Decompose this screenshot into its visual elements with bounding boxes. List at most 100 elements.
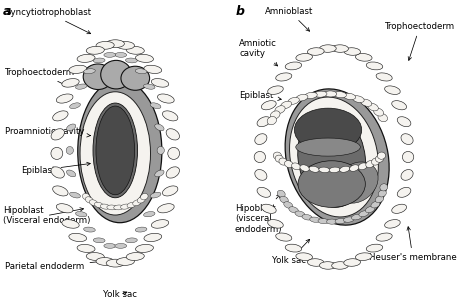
Ellipse shape — [300, 165, 310, 171]
Ellipse shape — [280, 196, 288, 203]
Ellipse shape — [310, 217, 320, 222]
Ellipse shape — [96, 41, 114, 49]
Text: Yolk sac: Yolk sac — [103, 290, 137, 299]
Ellipse shape — [349, 165, 359, 171]
Ellipse shape — [378, 114, 388, 122]
Ellipse shape — [285, 244, 301, 252]
Ellipse shape — [155, 124, 164, 131]
Ellipse shape — [318, 219, 329, 224]
Ellipse shape — [257, 187, 271, 197]
Ellipse shape — [352, 214, 362, 220]
Ellipse shape — [126, 252, 144, 260]
Text: Yolk sac: Yolk sac — [273, 239, 310, 265]
Ellipse shape — [100, 204, 110, 209]
Ellipse shape — [96, 106, 135, 195]
Ellipse shape — [120, 204, 130, 209]
Ellipse shape — [275, 155, 283, 162]
Ellipse shape — [121, 66, 150, 90]
Ellipse shape — [340, 166, 350, 172]
Ellipse shape — [114, 205, 124, 210]
Ellipse shape — [255, 134, 267, 144]
Ellipse shape — [66, 124, 76, 131]
Ellipse shape — [332, 45, 348, 52]
Ellipse shape — [344, 48, 361, 55]
Ellipse shape — [157, 204, 174, 213]
Ellipse shape — [116, 41, 135, 49]
Ellipse shape — [150, 192, 161, 198]
Text: a: a — [3, 5, 11, 18]
Ellipse shape — [150, 103, 161, 109]
Ellipse shape — [144, 84, 155, 89]
Ellipse shape — [384, 86, 400, 95]
Ellipse shape — [289, 207, 298, 213]
Ellipse shape — [166, 129, 180, 140]
Ellipse shape — [100, 60, 132, 89]
Ellipse shape — [329, 167, 340, 173]
Ellipse shape — [366, 161, 374, 168]
Ellipse shape — [344, 259, 361, 266]
Text: Syncytiotrophoblast: Syncytiotrophoblast — [5, 8, 91, 34]
Ellipse shape — [302, 214, 312, 220]
Ellipse shape — [356, 253, 372, 261]
Ellipse shape — [334, 92, 346, 98]
Ellipse shape — [77, 244, 95, 252]
Ellipse shape — [163, 186, 178, 196]
Ellipse shape — [296, 95, 308, 101]
Ellipse shape — [255, 169, 267, 180]
Ellipse shape — [305, 92, 317, 98]
Ellipse shape — [106, 40, 124, 48]
Text: Heuser's membrane: Heuser's membrane — [369, 227, 457, 262]
Ellipse shape — [261, 204, 276, 214]
Ellipse shape — [285, 62, 301, 70]
Ellipse shape — [273, 152, 282, 159]
Ellipse shape — [290, 97, 378, 217]
Ellipse shape — [51, 167, 64, 178]
Ellipse shape — [257, 117, 271, 127]
Ellipse shape — [75, 212, 87, 217]
Ellipse shape — [268, 220, 283, 228]
Ellipse shape — [284, 161, 293, 168]
Ellipse shape — [284, 202, 293, 208]
Ellipse shape — [115, 243, 127, 248]
Text: Trophoectoderm: Trophoectoderm — [5, 68, 75, 86]
Ellipse shape — [83, 227, 95, 232]
Ellipse shape — [80, 92, 151, 215]
Ellipse shape — [276, 73, 292, 81]
Ellipse shape — [288, 97, 299, 104]
Ellipse shape — [267, 117, 276, 125]
Ellipse shape — [62, 220, 79, 228]
Text: b: b — [236, 5, 245, 18]
Ellipse shape — [397, 117, 411, 127]
Ellipse shape — [70, 192, 81, 198]
Ellipse shape — [155, 170, 164, 177]
Ellipse shape — [86, 46, 104, 54]
Ellipse shape — [56, 94, 73, 103]
Ellipse shape — [359, 211, 369, 217]
Ellipse shape — [56, 204, 73, 213]
Ellipse shape — [281, 101, 292, 109]
Ellipse shape — [324, 91, 337, 97]
Ellipse shape — [82, 193, 90, 200]
Ellipse shape — [294, 108, 362, 152]
Ellipse shape — [343, 93, 356, 100]
Ellipse shape — [163, 111, 178, 121]
Ellipse shape — [298, 161, 365, 207]
Ellipse shape — [115, 53, 127, 57]
Ellipse shape — [372, 158, 380, 165]
Ellipse shape — [78, 80, 162, 223]
Ellipse shape — [397, 187, 411, 197]
Text: Epiblast: Epiblast — [21, 162, 91, 175]
Ellipse shape — [298, 110, 365, 207]
Text: Amnioblast: Amnioblast — [265, 7, 314, 31]
Ellipse shape — [275, 106, 285, 114]
Ellipse shape — [70, 103, 81, 109]
Ellipse shape — [83, 69, 95, 74]
Ellipse shape — [254, 151, 265, 162]
Ellipse shape — [86, 252, 104, 260]
Ellipse shape — [53, 111, 68, 121]
Ellipse shape — [285, 89, 389, 225]
Ellipse shape — [371, 201, 380, 208]
Ellipse shape — [83, 64, 113, 89]
Ellipse shape — [116, 258, 135, 265]
Ellipse shape — [136, 244, 154, 252]
